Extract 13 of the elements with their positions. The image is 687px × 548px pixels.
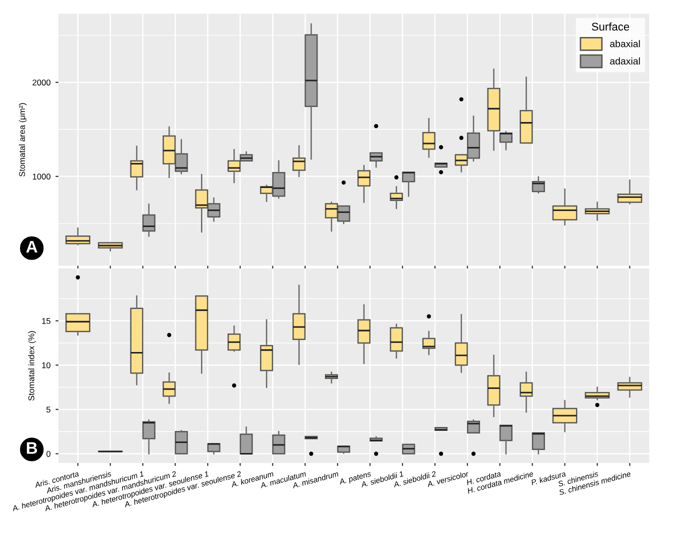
y-tick-label: 2000 <box>32 80 50 86</box>
y-axis-title: Stomatal area (μm²) <box>18 103 27 176</box>
y-axis-title: Stomatal index (%) <box>28 331 36 401</box>
y-tick-label: 15 <box>42 318 50 324</box>
legend-title: Surface <box>592 22 630 31</box>
y-tick-label: 0 <box>46 450 50 457</box>
y-tick-label: 10 <box>42 362 50 368</box>
y-tick-label: 5 <box>46 406 50 413</box>
text: B <box>26 442 38 454</box>
legend-label: adaxial <box>610 57 640 65</box>
text: A <box>26 240 38 252</box>
y-tick-label: 1000 <box>32 174 50 180</box>
legend-label: abaxial <box>610 40 640 48</box>
